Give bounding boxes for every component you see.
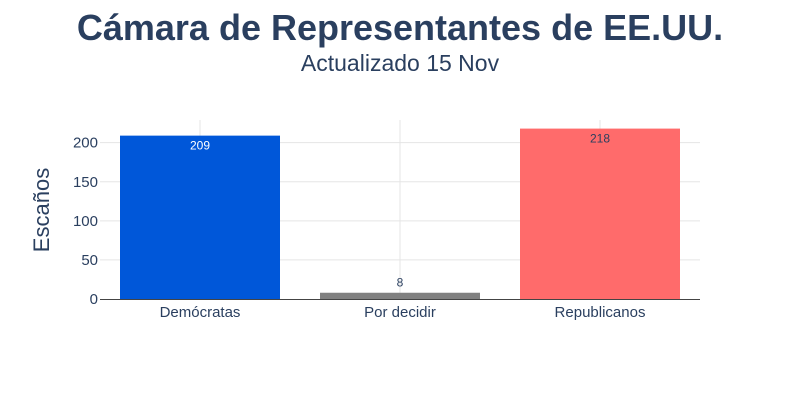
data-label: 8	[397, 276, 404, 290]
chart-title: Cámara de Representantes de EE.UU.	[77, 7, 723, 48]
y-axis-title: Escaños	[29, 168, 54, 252]
data-labels: 209 8 218	[190, 132, 610, 290]
chart-subtitle: Actualizado 15 Nov	[301, 50, 500, 76]
y-tick-label: 150	[73, 174, 98, 191]
y-tick-label: 200	[73, 135, 98, 152]
data-label: 209	[190, 139, 210, 153]
data-label: 218	[590, 132, 610, 146]
y-tick-label: 0	[90, 291, 98, 308]
bar	[120, 135, 280, 299]
y-tick-label: 50	[81, 252, 98, 269]
x-tick-label: Por decidir	[364, 304, 436, 321]
bar	[320, 292, 480, 299]
bars	[120, 128, 680, 299]
x-tick-label: Republicanos	[555, 304, 646, 321]
y-tick-label: 100	[73, 213, 98, 230]
axes: 0 50 100 150 200 Demócratas Por decidir Republi…	[73, 135, 700, 321]
bar	[520, 128, 680, 299]
x-tick-label: Demócratas	[160, 304, 241, 321]
